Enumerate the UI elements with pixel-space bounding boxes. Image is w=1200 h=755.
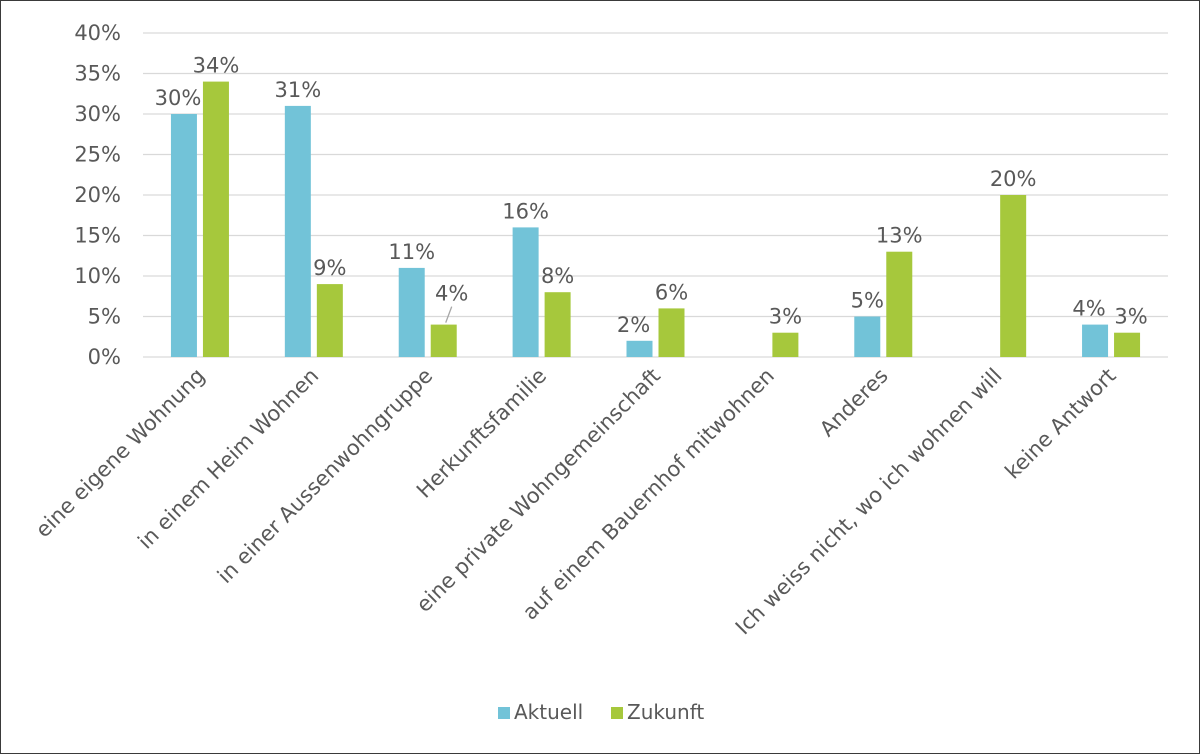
legend: Aktuell Zukunft <box>498 700 704 724</box>
category-label-6: Anderes <box>815 364 893 442</box>
data-label-zukunft-8: 3% <box>1114 305 1147 329</box>
data-label-zukunft-1: 9% <box>313 256 346 280</box>
y-tick-label: 10% <box>74 264 121 288</box>
y-tick-label: 15% <box>74 224 121 248</box>
bar-aktuell-6 <box>854 316 881 357</box>
y-tick-label: 25% <box>74 143 121 167</box>
bar-zukunft-4 <box>658 308 685 357</box>
category-label-7: Ich weiss nicht, wo ich wohnen will <box>731 364 1007 640</box>
data-label-zukunft-0: 34% <box>193 54 240 78</box>
label-leader-lines <box>445 306 453 323</box>
data-label-aktuell-4: 2% <box>617 313 650 337</box>
bar-aktuell-0 <box>170 114 197 357</box>
y-tick-label: 30% <box>74 102 121 126</box>
data-label-zukunft-4: 6% <box>655 280 688 304</box>
y-tick-label: 40% <box>74 21 121 45</box>
bar-zukunft-6 <box>886 251 913 357</box>
data-label-aktuell-1: 31% <box>274 78 321 102</box>
bar-aktuell-3 <box>512 227 539 357</box>
data-labels: 30% 31% 11% 16% 2% 5% 4% 34% 9% 4% 8% 6% 3% 13% 20% 3% <box>155 54 1148 337</box>
bar-zukunft-5 <box>772 332 799 357</box>
category-label-8: keine Antwort <box>1000 364 1120 484</box>
category-label-2: in einer Aussenwohngruppe <box>213 364 437 588</box>
data-label-zukunft-7: 20% <box>990 167 1037 191</box>
data-label-zukunft-6: 13% <box>876 224 923 248</box>
legend-swatch-zukunft <box>611 707 623 719</box>
legend-swatch-aktuell <box>498 707 510 719</box>
bar-zukunft-2 <box>430 324 457 357</box>
bar-aktuell-4 <box>626 340 653 357</box>
data-label-aktuell-2: 11% <box>388 240 435 264</box>
y-tick-label: 5% <box>88 305 121 329</box>
data-label-zukunft-5: 3% <box>769 305 802 329</box>
y-tick-label: 35% <box>74 62 121 86</box>
legend-label-aktuell: Aktuell <box>514 700 583 724</box>
data-label-aktuell-8: 4% <box>1072 297 1105 321</box>
bar-zukunft-7 <box>1000 195 1027 357</box>
data-label-aktuell-6: 5% <box>851 289 884 313</box>
bar-zukunft-3 <box>544 292 571 357</box>
data-label-aktuell-0: 30% <box>155 86 202 110</box>
y-tick-label: 20% <box>74 183 121 207</box>
category-label-5: auf einem Bauernhof mitwohnen <box>518 364 779 625</box>
category-label-4: eine private Wohngemeinschaft <box>412 364 665 617</box>
bars <box>170 81 1141 358</box>
bar-zukunft-0 <box>202 81 229 357</box>
category-label-1: in einem Heim Wohnen <box>133 364 323 554</box>
bar-zukunft-1 <box>316 284 343 357</box>
data-label-zukunft-2: 4% <box>435 282 468 306</box>
y-tick-label: 0% <box>88 345 121 369</box>
legend-label-zukunft: Zukunft <box>627 700 704 724</box>
gridlines <box>143 32 1168 358</box>
bar-aktuell-1 <box>284 105 311 358</box>
bar-aktuell-2 <box>398 267 425 357</box>
bar-aktuell-8 <box>1082 324 1109 357</box>
y-axis-ticks: 0% 5% 10% 15% 20% 25% 30% 35% 40% <box>74 21 121 369</box>
bar-zukunft-8 <box>1114 332 1141 357</box>
leader-line <box>445 306 453 323</box>
data-label-aktuell-3: 16% <box>502 199 549 223</box>
data-label-zukunft-3: 8% <box>541 264 574 288</box>
